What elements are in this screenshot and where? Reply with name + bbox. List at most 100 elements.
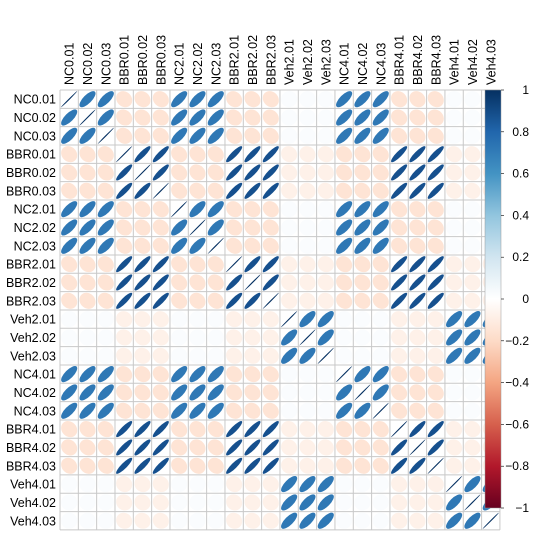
corr-cell-Veh4.01-NC4.01: [336, 476, 353, 493]
corr-cell-Veh4.01-NC0.02: [79, 476, 96, 493]
corr-cell-NC4.01-NC0.03: [97, 366, 114, 383]
corr-cell-Veh2.01-Veh4.01: [446, 311, 463, 328]
corr-cell-BBR2.03-NC0.03: [97, 292, 114, 309]
corr-cell-NC0.01-BBR2.03: [262, 91, 279, 108]
corr-cell-BBR0.01-BBR0.02: [134, 146, 151, 163]
corr-cell-NC2.02-BBR2.02: [244, 219, 261, 236]
corr-cell-BBR0.03-NC0.01: [61, 182, 78, 199]
corr-cell-NC2.01-NC0.02: [79, 201, 96, 218]
corr-cell-Veh2.02-BBR2.03: [262, 329, 279, 346]
corr-cell-Veh4.01-BBR0.02: [134, 476, 151, 493]
colorbar-tick-label: 0.8: [512, 125, 529, 139]
corr-cell-NC4.01-BBR4.01: [391, 366, 408, 383]
corr-cell-NC0.02-Veh2.02: [299, 109, 316, 126]
corr-cell-NC2.01-BBR4.01: [391, 201, 408, 218]
corr-cell-BBR0.02-NC4.03: [372, 164, 389, 181]
corr-cell-NC4.01-NC2.02: [189, 366, 206, 383]
corr-cell-NC2.02-NC0.03: [97, 219, 114, 236]
corr-cell-NC4.02-BBR0.01: [116, 384, 133, 401]
corr-cell-NC0.03-BBR4.03: [427, 127, 444, 144]
row-label: BBR2.01: [6, 258, 56, 272]
corr-cell-NC2.02-BBR2.03: [262, 219, 279, 236]
corr-cell-NC4.02-NC0.03: [97, 384, 114, 401]
corr-cell-NC0.01-NC2.03: [207, 91, 224, 108]
corr-cell-NC0.02-BBR2.02: [244, 109, 261, 126]
corr-cell-BBR0.03-BBR4.02: [409, 182, 426, 199]
corr-cell-Veh4.02-BBR2.01: [226, 494, 243, 511]
corr-cell-NC0.03-BBR0.02: [134, 127, 151, 144]
corr-cell-BBR2.02-NC0.02: [79, 274, 96, 291]
corr-cell-NC2.02-NC0.02: [79, 219, 96, 236]
corr-cell-NC2.03-BBR2.01: [226, 237, 243, 254]
corr-cell-Veh4.01-Veh2.03: [317, 476, 334, 493]
corr-cell-BBR4.02-Veh4.01: [446, 439, 463, 456]
row-label: BBR2.03: [6, 294, 56, 308]
corr-cell-Veh2.02-BBR4.01: [391, 329, 408, 346]
corr-cell-Veh2.01-Veh4.02: [464, 311, 481, 328]
corr-cell-BBR2.01-BBR4.03: [427, 256, 444, 273]
corr-cell-BBR0.03-BBR2.02: [244, 182, 261, 199]
corr-cell-NC2.01-NC2.01: [171, 201, 188, 218]
corr-cell-NC2.02-Veh4.02: [464, 219, 481, 236]
corr-cell-NC2.01-NC4.02: [354, 201, 371, 218]
corr-cell-NC0.02-NC0.01: [61, 109, 78, 126]
corr-cell-Veh4.02-NC2.02: [189, 494, 206, 511]
corr-cell-BBR2.03-BBR4.01: [391, 292, 408, 309]
corr-cell-Veh4.01-NC4.02: [354, 476, 371, 493]
corr-cell-BBR4.03-NC2.03: [207, 457, 224, 474]
corr-cell-BBR0.03-BBR0.01: [116, 182, 133, 199]
corr-cell-NC0.01-BBR0.01: [116, 91, 133, 108]
corr-cell-BBR0.02-Veh2.03: [317, 164, 334, 181]
corr-cell-NC4.03-NC0.02: [79, 402, 96, 419]
corr-cell-NC2.03-NC2.02: [189, 237, 206, 254]
corr-cell-NC2.03-NC4.01: [336, 237, 353, 254]
corr-cell-Veh4.01-BBR4.02: [409, 476, 426, 493]
column-label: NC2.03: [209, 43, 223, 85]
row-label: BBR4.01: [6, 423, 56, 437]
corr-cell-NC2.01-BBR2.02: [244, 201, 261, 218]
corr-cell-NC2.01-BBR4.02: [409, 201, 426, 218]
corr-cell-BBR0.03-BBR0.03: [152, 182, 169, 199]
column-label: Veh2.02: [301, 39, 315, 85]
corr-cell-BBR2.03-Veh2.01: [281, 292, 298, 309]
corr-cell-BBR4.02-Veh2.01: [281, 439, 298, 456]
corr-cell-Veh4.02-Veh2.01: [281, 494, 298, 511]
corr-cell-BBR4.02-Veh4.02: [464, 439, 481, 456]
column-label: BBR4.02: [411, 35, 425, 85]
corr-cell-BBR2.03-NC4.02: [354, 292, 371, 309]
corr-cell-BBR0.01-NC4.03: [372, 146, 389, 163]
corr-cell-BBR0.01-NC4.02: [354, 146, 371, 163]
row-label: NC0.03: [14, 129, 56, 143]
corr-cell-Veh4.03-NC4.01: [336, 512, 353, 529]
colorbar-tick-label: 1: [522, 83, 529, 97]
corr-cell-Veh4.01-NC2.03: [207, 476, 224, 493]
corr-cell-Veh4.01-BBR0.03: [152, 476, 169, 493]
corr-cell-BBR4.02-NC4.02: [354, 439, 371, 456]
corr-cell-BBR2.01-BBR2.03: [262, 256, 279, 273]
corr-cell-NC0.02-Veh4.02: [464, 109, 481, 126]
corr-cell-NC2.03-NC2.01: [171, 237, 188, 254]
corr-cell-BBR4.01-Veh2.01: [281, 421, 298, 438]
corr-cell-BBR0.01-BBR2.03: [262, 146, 279, 163]
corr-cell-Veh2.03-NC2.02: [189, 347, 206, 364]
corr-cell-Veh4.03-BBR4.03: [427, 512, 444, 529]
corr-cell-NC2.03-BBR4.03: [427, 237, 444, 254]
corr-cell-NC0.03-BBR0.01: [116, 127, 133, 144]
corr-cell-NC4.01-BBR4.02: [409, 366, 426, 383]
corr-cell-BBR0.01-Veh4.01: [446, 146, 463, 163]
corr-cell-NC4.02-Veh2.02: [299, 384, 316, 401]
corr-cell-BBR4.03-BBR0.03: [152, 457, 169, 474]
corr-cell-NC4.02-Veh2.01: [281, 384, 298, 401]
corr-cell-NC2.03-BBR2.02: [244, 237, 261, 254]
corr-cell-BBR4.02-NC4.03: [372, 439, 389, 456]
corr-cell-BBR0.02-NC0.02: [79, 164, 96, 181]
corr-cell-BBR2.02-BBR0.03: [152, 274, 169, 291]
corr-cell-BBR4.03-NC0.02: [79, 457, 96, 474]
corr-cell-Veh4.03-Veh2.03: [317, 512, 334, 529]
corr-cell-NC0.01-Veh4.01: [446, 91, 463, 108]
corr-cell-BBR0.01-NC2.03: [207, 146, 224, 163]
corr-cell-Veh2.03-BBR2.02: [244, 347, 261, 364]
corr-cell-NC2.02-BBR2.01: [226, 219, 243, 236]
corr-cell-NC4.01-NC2.03: [207, 366, 224, 383]
corr-cell-BBR0.03-BBR4.01: [391, 182, 408, 199]
